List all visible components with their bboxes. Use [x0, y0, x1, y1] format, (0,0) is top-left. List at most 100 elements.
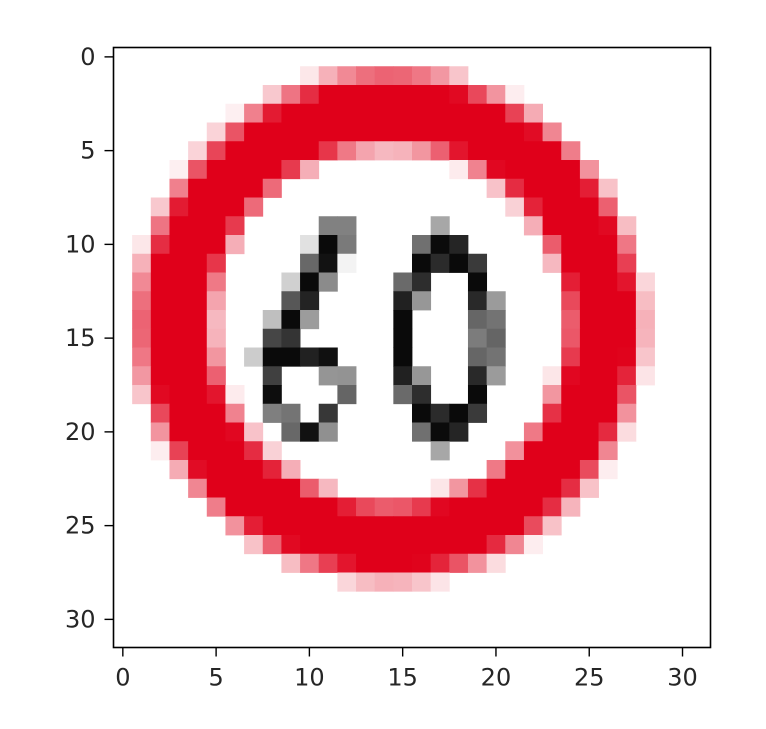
image-pixel [262, 441, 282, 461]
image-pixel [561, 422, 581, 442]
image-pixel [579, 216, 599, 236]
image-pixel [169, 253, 189, 273]
image-pixel [486, 103, 506, 123]
image-pixel [579, 235, 599, 255]
image-pixel [505, 497, 525, 517]
image-pixel [318, 347, 338, 367]
image-pixel [225, 216, 245, 236]
image-pixel [132, 310, 152, 330]
image-pixel [449, 141, 469, 161]
image-pixel [150, 272, 170, 292]
image-pixel [542, 253, 562, 273]
image-pixel [561, 178, 581, 198]
image-pixel [598, 178, 618, 198]
image-pixel [598, 235, 618, 255]
image-pixel [188, 272, 208, 292]
image-pixel [188, 178, 208, 198]
image-pixel [542, 160, 562, 180]
image-pixel [225, 460, 245, 480]
image-pixel [467, 347, 488, 367]
image-pixel [318, 403, 338, 423]
image-pixel [225, 385, 245, 405]
image-pixel [300, 235, 320, 255]
image-pixel [132, 235, 152, 255]
image-pixel [635, 347, 655, 367]
image-pixel [225, 403, 245, 423]
image-pixel [430, 141, 450, 161]
image-pixel [598, 366, 618, 386]
image-pixel [598, 347, 618, 367]
image-pixel [393, 572, 413, 592]
image-pixel [356, 141, 376, 161]
image-pixel [542, 197, 562, 217]
image-pixel [169, 178, 189, 198]
image-pixel [486, 460, 506, 480]
image-pixel [318, 85, 338, 105]
image-pixel [467, 403, 488, 423]
x-tick-label: 25 [574, 664, 605, 692]
image-pixel [262, 85, 282, 105]
y-tick-label: 20 [65, 418, 96, 446]
image-pixel [486, 347, 506, 367]
image-pixel [449, 403, 469, 423]
image-pixel [617, 272, 637, 292]
y-tick-label: 15 [65, 324, 96, 352]
image-pixel [150, 310, 170, 330]
image-pixel [393, 385, 413, 405]
image-pixel [169, 347, 189, 367]
image-pixel [262, 497, 282, 517]
image-pixel [169, 160, 189, 180]
image-pixel [430, 85, 450, 105]
image-pixel [281, 535, 301, 555]
image-pixel [225, 235, 245, 255]
image-pixel [449, 478, 469, 498]
image-pixel [579, 253, 599, 273]
image-pixel [262, 516, 282, 536]
image-pixel [505, 535, 525, 555]
image-pixel [579, 403, 599, 423]
image-pixel [523, 441, 543, 461]
image-pixel [561, 460, 581, 480]
image-pixel [542, 235, 562, 255]
image-pixel [617, 366, 637, 386]
image-pixel [598, 272, 618, 292]
image-pixel [300, 535, 320, 555]
image-pixel [393, 85, 413, 105]
x-tick-label: 10 [294, 664, 325, 692]
image-pixel [337, 122, 357, 142]
image-pixel [318, 141, 338, 161]
image-pixel [561, 291, 581, 311]
image-pixel [393, 366, 413, 386]
image-pixel [542, 422, 562, 442]
image-pixel [542, 497, 562, 517]
image-pixel [225, 160, 245, 180]
image-pixel [337, 366, 357, 386]
image-pixel [579, 385, 599, 405]
image-pixel [169, 197, 189, 217]
image-pixel [132, 291, 152, 311]
image-pixel [374, 497, 394, 517]
image-pixel [356, 572, 376, 592]
image-pixel [430, 535, 450, 555]
image-pixel [486, 366, 506, 386]
image-pixel [430, 235, 450, 255]
image-pixel [449, 122, 469, 142]
image-pixel [262, 328, 282, 348]
image-pixel [412, 235, 432, 255]
image-pixel [150, 441, 170, 461]
image-pixel [412, 253, 432, 273]
image-pixel [393, 310, 413, 330]
image-pixel [579, 460, 599, 480]
image-pixel [244, 535, 264, 555]
image-pixel [542, 385, 562, 405]
image-pixel [281, 497, 301, 517]
image-pixel [300, 422, 320, 442]
image-pixel [486, 478, 506, 498]
image-pixel [244, 478, 264, 498]
image-pixel [561, 385, 581, 405]
image-pixel [281, 460, 301, 480]
image-pixel [523, 422, 543, 442]
image-pixel [300, 310, 320, 330]
image-pixel [449, 235, 469, 255]
image-pixel [281, 553, 301, 573]
